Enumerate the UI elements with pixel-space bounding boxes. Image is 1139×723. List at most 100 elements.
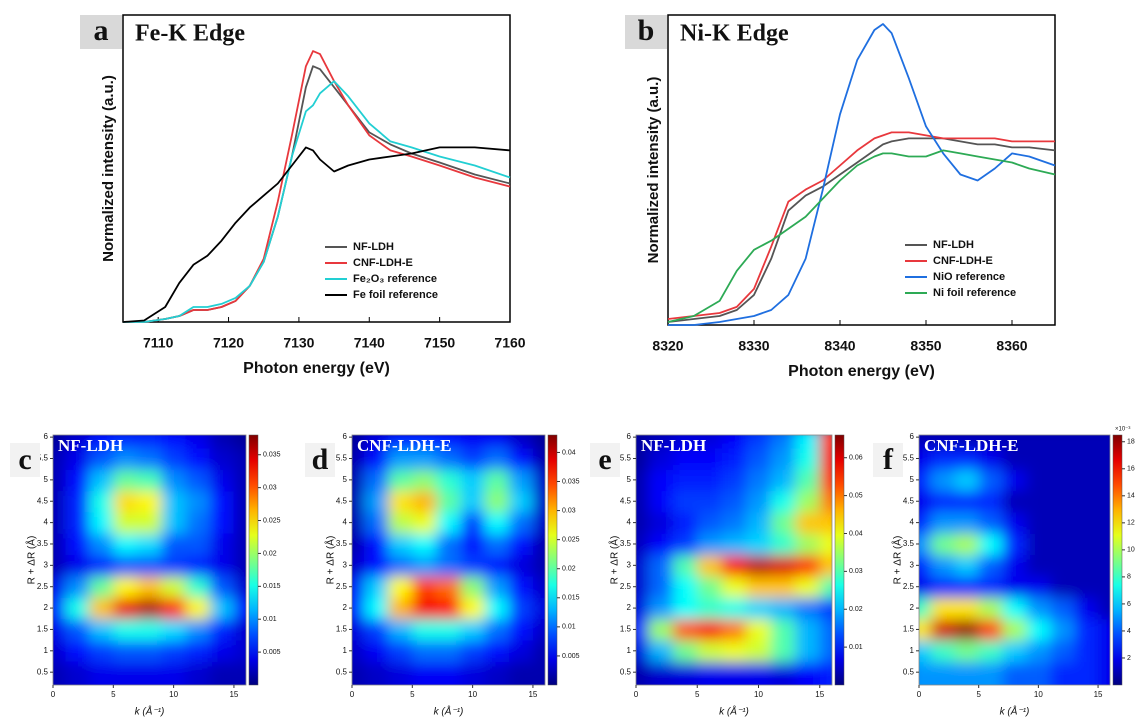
heat-cell <box>185 435 211 449</box>
heat-cell <box>460 640 486 662</box>
panel-title: Ni-K Edge <box>680 21 789 47</box>
heat-cell <box>161 554 187 577</box>
legend-label: Ni foil reference <box>933 287 1016 299</box>
legend-label: NF-LDH <box>353 241 394 253</box>
y-tick-label: 2.5 <box>37 582 49 591</box>
heat-cell <box>209 447 235 470</box>
heat-cell <box>721 640 747 662</box>
heat-cell <box>113 533 138 556</box>
heat-cell <box>436 597 462 620</box>
heat-cell <box>919 447 932 470</box>
heat-cell <box>484 469 510 492</box>
heat-cell <box>352 640 365 662</box>
heat-cell <box>65 640 90 662</box>
heat-cell <box>233 576 246 598</box>
heat-cell <box>1098 618 1110 641</box>
heat-cell <box>233 490 246 513</box>
heat-cell <box>185 640 211 662</box>
heat-cell <box>364 597 389 620</box>
heat-cell <box>746 661 772 685</box>
data-line <box>667 131 1055 320</box>
heat-cell <box>484 576 510 598</box>
y-tick-label: 1.5 <box>620 625 632 634</box>
heat-cell <box>460 447 486 470</box>
heat-cell <box>819 618 832 641</box>
panel-label-bg <box>590 443 620 477</box>
heat-cell <box>672 435 698 449</box>
heat-cell <box>1098 640 1110 662</box>
heat-cell <box>697 597 723 620</box>
heat-cell <box>721 469 747 492</box>
heat-cell <box>185 490 211 513</box>
heat-cell <box>919 661 932 685</box>
y-tick-label: 2.5 <box>903 582 915 591</box>
heat-cell <box>185 661 211 685</box>
plot-frame <box>667 14 1056 326</box>
heat-cell <box>364 618 389 641</box>
heat-cell <box>65 597 90 620</box>
heat-cell <box>364 554 389 577</box>
y-tick-label: 2 <box>44 603 49 612</box>
heat-cell <box>209 618 235 641</box>
heat-cell <box>1026 576 1051 598</box>
x-axis-label: k (Å⁻¹) <box>1000 705 1030 718</box>
plot-frame <box>122 14 511 323</box>
y-tick-label: 5.5 <box>903 454 915 463</box>
heat-cell <box>1074 435 1099 449</box>
heat-cell <box>954 576 980 598</box>
x-tick-label: 15 <box>229 690 238 699</box>
heat-cell <box>930 640 956 662</box>
heat-cell <box>648 597 674 620</box>
x-tick-label: 8330 <box>738 338 769 354</box>
heat-cell <box>137 661 163 685</box>
y-tick-label: 0.5 <box>336 667 348 676</box>
heat-cell <box>1098 435 1110 449</box>
y-tick-label: 2.5 <box>620 582 632 591</box>
heat-cell <box>113 469 138 492</box>
heat-cell <box>795 554 821 577</box>
heat-cell <box>819 554 832 577</box>
heat-cell <box>209 661 235 685</box>
x-tick-label: 5 <box>976 690 981 699</box>
data-line <box>123 65 511 323</box>
heat-cell <box>746 435 772 449</box>
heat-cell <box>508 533 534 556</box>
heat-cell <box>978 576 1004 598</box>
x-tick-label: 8350 <box>910 338 941 354</box>
heat-cell <box>636 618 649 641</box>
heat-cell <box>672 640 698 662</box>
heat-cell <box>412 661 437 685</box>
x-axis-label: k (Å⁻¹) <box>135 705 165 718</box>
heat-cell <box>819 490 832 513</box>
heat-cell <box>113 597 138 620</box>
heat-cell <box>161 435 187 449</box>
panel-title: NF-LDH <box>641 436 706 455</box>
heat-cell <box>412 640 437 662</box>
heat-cell <box>1002 640 1027 662</box>
heat-cell <box>209 469 235 492</box>
y-tick-label: 4 <box>627 518 632 527</box>
heat-cell <box>1002 447 1027 470</box>
heat-cell <box>137 618 163 641</box>
x-tick-label: 7140 <box>354 335 385 351</box>
heat-cell <box>770 435 796 449</box>
heat-cell <box>53 435 66 449</box>
heat-cell <box>65 490 90 513</box>
heat-cell <box>53 533 66 556</box>
y-tick-label: 5.5 <box>37 454 49 463</box>
heat-cell <box>919 554 932 577</box>
heat-cell <box>53 554 66 577</box>
legend-label: NiO reference <box>933 271 1005 283</box>
heat-cell <box>770 661 796 685</box>
heat-cell <box>819 447 832 470</box>
heat-cell <box>648 469 674 492</box>
heat-cell <box>233 554 246 577</box>
x-tick-label: 0 <box>917 690 922 699</box>
y-tick-label: 2 <box>910 603 915 612</box>
heatmap <box>919 435 1110 685</box>
heat-cell <box>161 618 187 641</box>
heat-cell <box>161 576 187 598</box>
heat-cell <box>1074 511 1099 534</box>
heat-cell <box>436 554 462 577</box>
heat-cell <box>508 511 534 534</box>
